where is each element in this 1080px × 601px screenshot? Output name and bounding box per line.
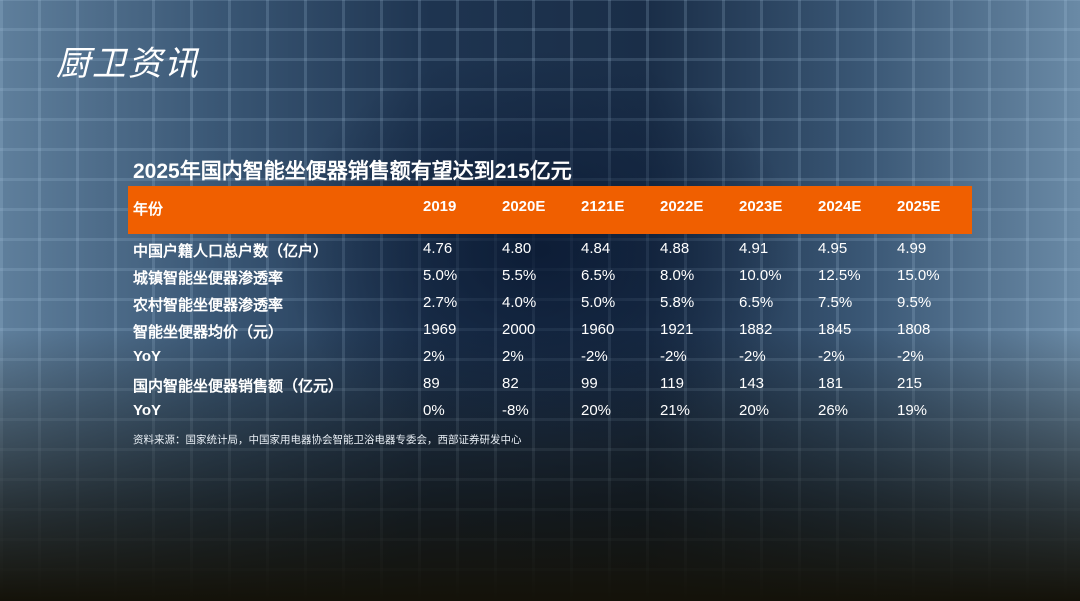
table-cell: -8% — [502, 402, 529, 419]
table-cell: 7.5% — [818, 294, 853, 311]
header-row: 年份 2019 2020E 2121E 2022E 2023E 2024E 2025E — [128, 198, 972, 222]
table-row: YoY 0% -8% 20% 21% 20% 26% 19% — [0, 402, 1080, 426]
table-cell: 2% — [502, 348, 524, 365]
table-cell: 12.5% — [818, 267, 861, 284]
table-cell: 21% — [660, 402, 691, 419]
table-cell: 4.91 — [739, 240, 769, 257]
table-row: 城镇智能坐便器渗透率 5.0% 5.5% 6.5% 8.0% 10.0% 12.5% 15.0… — [0, 267, 1080, 291]
table-cell: 2% — [423, 348, 445, 365]
table-cell: 5.0% — [581, 294, 616, 311]
table-row: YoY 2% 2% -2% -2% -2% -2% -2% — [0, 348, 1080, 372]
table-row: 国内智能坐便器销售额（亿元） 89 82 99 119 143 181 215 — [0, 375, 1080, 399]
logo: 厨卫资讯 — [56, 44, 200, 84]
table-cell: 89 — [423, 375, 440, 392]
table-cell: 9.5% — [897, 294, 932, 311]
row-label: 年份 — [133, 201, 164, 218]
table-cell: 4.99 — [897, 240, 927, 257]
table-cell: 5.0% — [423, 267, 458, 284]
table-cell: -2% — [660, 348, 687, 365]
row-label: 农村智能坐便器渗透率 — [133, 297, 284, 314]
table-cell: 4.95 — [818, 240, 848, 257]
row-label: 智能坐便器均价（元） — [133, 324, 284, 341]
table-cell: 0% — [423, 402, 445, 419]
table-cell: 2023E — [739, 198, 783, 215]
table-row: 中国户籍人口总户数（亿户） 4.76 4.80 4.84 4.88 4.91 4.95 4.9… — [0, 240, 1080, 264]
row-label: YoY — [133, 402, 162, 419]
table-cell: 6.5% — [739, 294, 774, 311]
table-cell: 2020E — [502, 198, 546, 215]
table-cell: 119 — [660, 375, 684, 392]
table-header: 年份 2019 2020E 2121E 2022E 2023E 2024E 2025E — [128, 186, 972, 234]
table-cell: 1969 — [423, 321, 457, 338]
table-cell: 4.0% — [502, 294, 537, 311]
table-cell: -2% — [739, 348, 766, 365]
table-cell: 4.76 — [423, 240, 453, 257]
table-cell: 4.88 — [660, 240, 690, 257]
table-cell: 4.84 — [581, 240, 611, 257]
table-cell: 2025E — [897, 198, 941, 215]
table-cell: 1882 — [739, 321, 773, 338]
table-row: 农村智能坐便器渗透率 2.7% 4.0% 5.0% 5.8% 6.5% 7.5% 9.5% — [0, 294, 1080, 318]
table-title: 2025年国内智能坐便器销售额有望达到215亿元 — [133, 160, 572, 183]
table-cell: 5.5% — [502, 267, 537, 284]
table-row: 智能坐便器均价（元） 1969 2000 1960 1921 1882 1845 1808 — [0, 321, 1080, 345]
table-cell: 143 — [739, 375, 765, 392]
table-cell: 26% — [818, 402, 849, 419]
table-cell: 20% — [581, 402, 612, 419]
table-cell: 2019 — [423, 198, 457, 215]
row-label: 中国户籍人口总户数（亿户） — [133, 243, 329, 260]
table-cell: 99 — [581, 375, 598, 392]
table-cell: 2.7% — [423, 294, 458, 311]
table-cell: 4.80 — [502, 240, 532, 257]
table-cell: 2024E — [818, 198, 862, 215]
row-label: 国内智能坐便器销售额（亿元） — [133, 378, 344, 395]
row-label: 城镇智能坐便器渗透率 — [133, 270, 284, 287]
source-note: 资料来源：国家统计局，中国家用电器协会智能卫浴电器专委会，西部证券研发中心 — [133, 434, 522, 446]
table-cell: 15.0% — [897, 267, 940, 284]
table-cell: 2121E — [581, 198, 625, 215]
table-cell: -2% — [581, 348, 608, 365]
table-cell: 6.5% — [581, 267, 616, 284]
table-cell: 82 — [502, 375, 519, 392]
table-cell: 20% — [739, 402, 770, 419]
table-cell: 1808 — [897, 321, 931, 338]
table-cell: 1960 — [581, 321, 615, 338]
table-cell: 2022E — [660, 198, 704, 215]
table-cell: 181 — [818, 375, 844, 392]
table-cell: -2% — [897, 348, 924, 365]
table-cell: 10.0% — [739, 267, 782, 284]
table-cell: 19% — [897, 402, 928, 419]
table-cell: 1921 — [660, 321, 694, 338]
table-cell: -2% — [818, 348, 845, 365]
row-label: YoY — [133, 348, 162, 365]
table-cell: 5.8% — [660, 294, 695, 311]
table-cell: 2000 — [502, 321, 536, 338]
table-cell: 1845 — [818, 321, 852, 338]
table-cell: 8.0% — [660, 267, 695, 284]
table-cell: 215 — [897, 375, 923, 392]
